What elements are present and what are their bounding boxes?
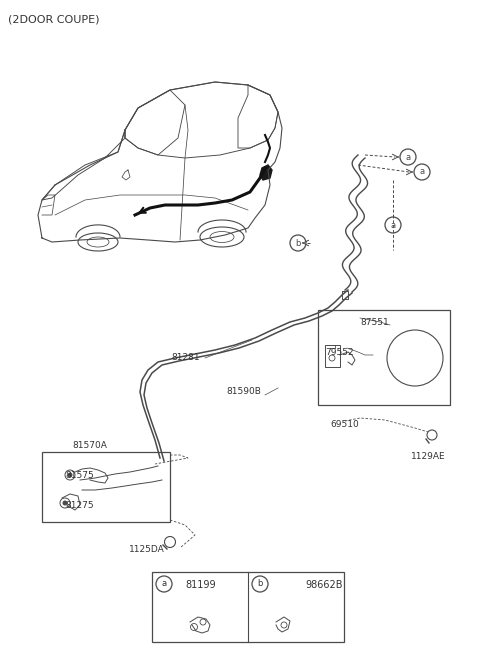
Bar	[42, 452, 170, 522]
Text: 98662B: 98662B	[305, 580, 343, 590]
Text: a: a	[161, 579, 167, 588]
Text: 79552: 79552	[325, 348, 354, 357]
Text: 87551: 87551	[360, 318, 389, 327]
Text: 1125DA: 1125DA	[129, 545, 165, 554]
Bar	[325, 345, 340, 367]
Text: b: b	[257, 579, 263, 588]
Text: 1129AE: 1129AE	[411, 452, 445, 461]
Circle shape	[68, 472, 72, 478]
Text: (2DOOR COUPE): (2DOOR COUPE)	[8, 14, 99, 24]
Circle shape	[62, 501, 68, 506]
Polygon shape	[260, 165, 272, 180]
Bar	[318, 310, 450, 405]
Text: 81275: 81275	[65, 501, 94, 510]
Text: b: b	[295, 239, 300, 247]
Text: 81281: 81281	[171, 354, 200, 363]
Text: a: a	[406, 152, 410, 161]
Text: 81570A: 81570A	[72, 441, 107, 450]
Text: 81199: 81199	[185, 580, 216, 590]
Text: a: a	[390, 220, 396, 230]
Text: 69510: 69510	[331, 420, 360, 429]
Text: a: a	[420, 167, 425, 176]
Text: 81575: 81575	[65, 470, 94, 480]
Text: 81590B: 81590B	[226, 388, 261, 396]
Bar	[152, 572, 344, 642]
